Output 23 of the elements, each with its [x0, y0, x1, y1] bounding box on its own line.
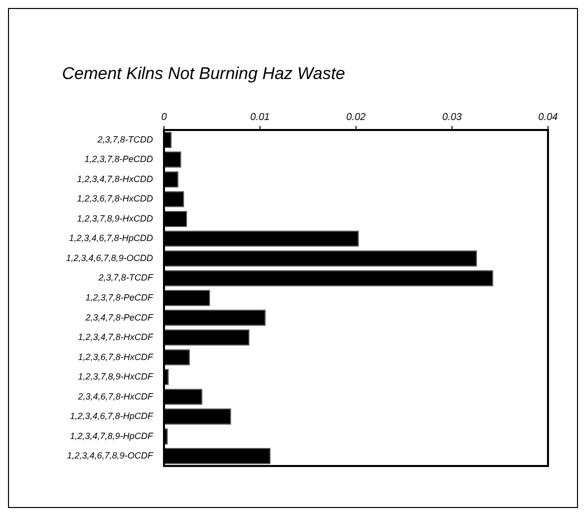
y-tick-label: 2,3,7,8-TCDD: [96, 134, 154, 144]
y-tick-label: 1,2,3,7,8,9-HxCDD: [76, 213, 154, 224]
y-tick-label: 1,2,3,7,8-PeCDD: [84, 154, 154, 164]
x-tick-label: 0.04: [538, 112, 558, 123]
x-tick-label: 0.01: [250, 112, 270, 123]
y-tick-label: 2,3,7,8-TCDF: [97, 272, 154, 283]
y-tick-label: 2,3,4,7,8-PeCDF: [84, 312, 154, 322]
y-tick-label: 1,2,3,4,7,8-HxCDD: [76, 174, 154, 184]
x-tick-label: 0.02: [346, 112, 366, 123]
y-tick-label: 1,2,3,4,6,7,8,9-OCDF: [66, 450, 154, 461]
x-tick-label: 0.03: [442, 112, 462, 123]
y-tick-label: 1,2,3,7,8,9-HxCDF: [78, 372, 154, 382]
y-tick-label: 1,2,3,6,7,8-HxCDF: [78, 352, 154, 362]
y-tick-label: 1,2,3,4,6,7,8-HpCDD: [68, 233, 154, 244]
chart-title: Cement Kilns Not Burning Haz Waste: [62, 64, 346, 84]
y-tick-label: 1,2,3,4,6,7,8,9-OCDD: [66, 252, 154, 263]
y-tick-label: 1,2,3,4,7,8-HxCDF: [78, 332, 154, 342]
y-tick-label: 1,2,3,7,8-PeCDF: [85, 292, 154, 302]
y-tick-label: 1,2,3,6,7,8-HxCDD: [76, 194, 154, 204]
y-tick-label: 1,2,3,4,6,7,8-HpCDF: [70, 411, 154, 422]
x-tick-label: 0: [161, 112, 168, 123]
y-tick-label: 1,2,3,4,7,8,9-HpCDF: [70, 430, 154, 441]
y-tick-label: 2,3,4,6,7,8-HxCDF: [76, 391, 154, 402]
